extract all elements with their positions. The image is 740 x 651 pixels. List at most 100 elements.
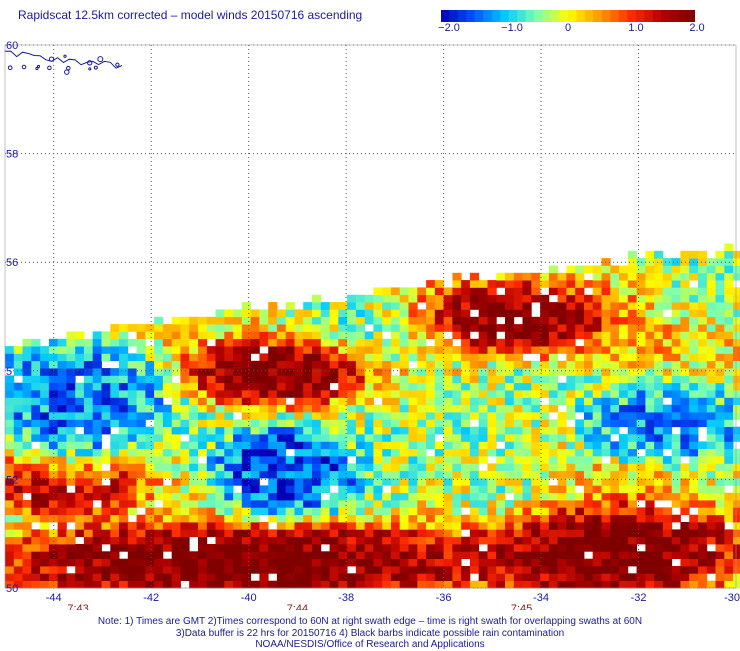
wind-cell [92, 390, 102, 398]
wind-cell [627, 580, 637, 589]
wind-cell [478, 536, 488, 545]
wind-cell [566, 522, 576, 530]
wind-cell [645, 265, 655, 274]
wind-cell [452, 463, 462, 472]
wind-cell [496, 536, 506, 545]
wind-cell [557, 302, 567, 310]
wind-cell [619, 419, 629, 428]
wind-cell [584, 353, 594, 362]
wind-cell [13, 353, 23, 362]
wind-cell [619, 404, 629, 413]
wind-cell [127, 500, 137, 508]
wind-cell [355, 522, 366, 530]
footnotes: Note: 1) Times are GMT 2)Times correspon… [0, 616, 740, 651]
wind-cell [136, 404, 146, 413]
wind-cell [136, 580, 146, 589]
wind-cell [329, 434, 339, 442]
wind-cell [294, 544, 304, 552]
wind-cell [443, 544, 453, 552]
wind-cell [645, 470, 655, 479]
wind-cell [83, 456, 94, 464]
wind-cell [22, 448, 32, 457]
wind-cell [478, 368, 488, 376]
wind-cell [566, 360, 576, 369]
wind-cell [671, 500, 681, 508]
wind-cell [671, 302, 681, 310]
wind-cell [469, 492, 480, 501]
wind-cell [127, 456, 137, 464]
wind-cell [373, 309, 383, 318]
wind-cell [540, 514, 550, 523]
wind-cell [557, 390, 567, 398]
wind-cell [276, 397, 287, 406]
wind-cell [461, 368, 471, 376]
wind-cell [662, 456, 673, 464]
wind-cell [347, 353, 357, 362]
wind-cell [83, 353, 94, 362]
wind-cell [224, 551, 234, 559]
wind-cell [92, 397, 102, 406]
wind-cell [338, 448, 348, 457]
wind-cell [338, 338, 348, 347]
wind-cell [461, 522, 471, 530]
colorbar-segment [635, 10, 645, 22]
wind-cell [592, 346, 602, 354]
wind-cell [382, 404, 392, 413]
wind-cell [48, 456, 59, 464]
wind-cell [540, 456, 550, 464]
colorbar-tick: −1.0 [501, 22, 523, 34]
wind-cell [320, 448, 330, 457]
wind-cell [469, 448, 480, 457]
wind-cell [83, 478, 94, 486]
wind-cell [601, 360, 611, 369]
colorbar-tick: 2.0 [689, 22, 705, 34]
wind-cell [680, 536, 690, 545]
wind-cell [154, 426, 164, 435]
wind-cell [522, 294, 532, 303]
wind-cell [522, 470, 532, 479]
wind-cell [303, 544, 313, 552]
wind-cell [592, 309, 602, 318]
wind-cell [206, 580, 216, 589]
wind-cell [110, 448, 120, 457]
wind-cell [487, 302, 497, 310]
wind-cell [627, 441, 637, 450]
wind-cell [329, 338, 339, 347]
wind-cell [241, 507, 251, 516]
wind-cell [619, 346, 629, 354]
wind-cell [355, 434, 366, 442]
wind-cell [496, 492, 506, 501]
wind-cell [698, 360, 708, 369]
wind-cell [724, 412, 734, 420]
wind-cell [478, 507, 488, 516]
wind-cell [610, 302, 620, 310]
wind-cell [522, 544, 532, 552]
wind-cell [496, 463, 506, 472]
wind-cell [382, 500, 392, 508]
wind-cell [171, 456, 181, 464]
wind-cell [452, 404, 462, 413]
wind-cell [469, 514, 480, 523]
wind-cell [417, 382, 427, 391]
wind-cell [40, 346, 50, 354]
wind-cell [548, 346, 559, 354]
wind-cell [206, 507, 216, 516]
wind-cell [452, 280, 462, 288]
wind-cell [206, 375, 216, 384]
wind-cell [206, 558, 216, 567]
wind-cell [610, 382, 620, 391]
wind-cell [698, 580, 708, 589]
wind-cell [294, 566, 304, 574]
wind-cell [706, 529, 716, 538]
wind-cell [680, 441, 690, 450]
wind-cell [364, 485, 374, 494]
wind-cell [347, 544, 357, 552]
wind-cell [469, 456, 480, 464]
wind-cell [206, 551, 216, 559]
wind-cell [145, 324, 155, 332]
wind-cell [601, 492, 611, 501]
wind-cell [198, 404, 208, 413]
wind-cell [443, 573, 453, 581]
wind-cell [584, 412, 594, 420]
wind-cell [364, 397, 374, 406]
